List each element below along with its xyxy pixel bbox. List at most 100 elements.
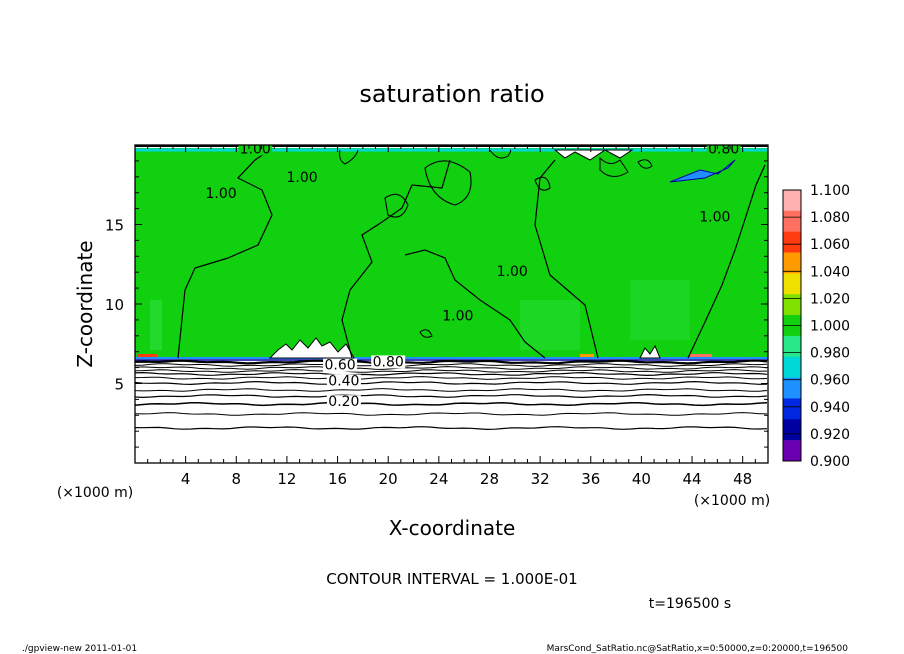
- x-tick-label: 12: [277, 470, 296, 488]
- contour-label-bg: [495, 264, 530, 278]
- colorbar-swatch: [783, 231, 801, 253]
- contour-label-bg: [326, 374, 361, 388]
- contour-line: [135, 366, 768, 370]
- x-tick-label: 40: [632, 470, 651, 488]
- y-axis-label: Z-coordinate: [73, 240, 97, 367]
- contour-label: 0.40: [328, 374, 359, 390]
- contour-closed: [599, 156, 629, 177]
- contour-line: [135, 376, 768, 380]
- colorbar-swatch: [783, 273, 801, 295]
- contour-closed: [339, 149, 359, 165]
- contour-interval-text: CONTOUR INTERVAL = 1.000E-01: [326, 570, 577, 588]
- x-axis: 4 8 12 16 20 24 28 32 36 40 44 48: [147, 145, 756, 488]
- contour-label: 1.00: [287, 170, 318, 186]
- contour-closed: [534, 176, 551, 191]
- colorbar-label: 0.940: [810, 400, 850, 416]
- y-tick-label: 5: [114, 376, 124, 394]
- colorbar-swatch: [783, 252, 801, 274]
- lighter-patch: [520, 300, 580, 350]
- y-tick-label: 15: [105, 217, 124, 235]
- contour-line: [135, 363, 768, 367]
- cloud-top-bumps: [268, 337, 355, 359]
- x-tick-label: 24: [429, 470, 448, 488]
- source-footer: MarsCond_SatRatio.nc@SatRatio,x=0:50000,…: [547, 644, 849, 654]
- contour-label-bg: [706, 145, 741, 156]
- contour-line: [135, 371, 768, 377]
- x-unit-label-right: (×1000 m): [694, 493, 770, 509]
- contour-label-bg: [697, 210, 732, 224]
- lighter-patch: [150, 300, 162, 350]
- contour-closed: [424, 160, 472, 206]
- contour-label: 0.20: [328, 394, 359, 410]
- colorbar-label: 1.080: [810, 210, 850, 226]
- contour-label-bg: [285, 170, 320, 184]
- colorbar-swatch: [783, 335, 801, 358]
- contour-line: [135, 359, 768, 365]
- contour-label: 1.00: [497, 264, 528, 280]
- contour-line: [135, 412, 768, 416]
- upper-dry-patch: [669, 159, 736, 183]
- contour-line: [341, 159, 451, 359]
- x-axis-label: X-coordinate: [389, 516, 516, 540]
- contour-closed: [384, 193, 409, 218]
- contour-label: 0.60: [325, 358, 356, 374]
- contour-label-bg: [326, 395, 361, 409]
- colorbar-swatch: [783, 210, 801, 232]
- contour-line: [135, 393, 768, 399]
- contour-label-bg: [371, 355, 406, 369]
- contour-labels: 1.00 1.00 1.00 1.00 1.00 1.00 0.80 0.60 0.80 0.40…: [204, 141, 741, 410]
- upper-disturbance: [553, 149, 634, 161]
- colorbar-swatch: [783, 419, 801, 441]
- colorbar-label: 0.980: [810, 346, 850, 362]
- contour-label: 1.00: [240, 141, 271, 157]
- contour-line: [404, 249, 546, 359]
- contour-label: 1.00: [442, 308, 473, 324]
- contour-label-bg: [204, 186, 239, 200]
- x-tick-label: 44: [682, 470, 701, 488]
- chart-title: saturation ratio: [359, 80, 544, 108]
- contour-line: [135, 380, 768, 386]
- y-axis: 5 10 15: [105, 160, 768, 448]
- x-tick-label: 28: [480, 470, 499, 488]
- contour-label: 0.80: [708, 141, 739, 157]
- contour-closed: [489, 149, 512, 159]
- x-tick-label: 8: [232, 470, 242, 488]
- x-unit-label: (×1000 m): [57, 485, 133, 501]
- colorbar-swatch: [783, 356, 801, 378]
- contour-label-bg: [323, 358, 358, 372]
- colorbar-label: 1.000: [810, 319, 850, 335]
- program-footer: ./gpview-new 2011-01-01: [22, 644, 137, 654]
- colorbar-label: 0.900: [810, 454, 850, 470]
- x-tick-label: 36: [581, 470, 600, 488]
- colorbar-swatch: [783, 398, 801, 420]
- supersat-patch: [580, 354, 594, 357]
- x-tick-label: 16: [328, 470, 347, 488]
- contour-label-bg: [238, 145, 273, 156]
- contour-closed: [419, 329, 433, 338]
- lower-contours: [135, 359, 768, 431]
- cloud-top-bumps: [639, 344, 661, 359]
- colorbar-label: 1.020: [810, 291, 850, 307]
- contour-label: 1.00: [206, 186, 237, 202]
- colorbar-label: 0.920: [810, 427, 850, 443]
- colorbar-label: 1.100: [810, 183, 850, 199]
- contour-line: [534, 159, 599, 359]
- lighter-patch: [630, 280, 690, 340]
- supersat-patch: [137, 354, 157, 357]
- colorbar-label: 0.960: [810, 373, 850, 389]
- contour-label: 1.00: [699, 210, 730, 226]
- x-tick-label: 20: [379, 470, 398, 488]
- colorbar-label: 1.040: [810, 264, 850, 280]
- colorbar: 1.100 1.080 1.060 1.040 1.020 1.000 0.980 0.960…: [782, 183, 850, 470]
- contour-label: 0.80: [373, 354, 404, 370]
- y-tick-label: 10: [105, 296, 124, 314]
- contour-line: [177, 149, 273, 359]
- saturation-field: 1.00 1.00 1.00 1.00 1.00 1.00 0.80 0.60 0.80 0.40…: [135, 141, 768, 463]
- contour-line: [135, 401, 768, 407]
- colorbar-swatch: [783, 294, 801, 316]
- x-tick-label: 48: [733, 470, 752, 488]
- saturated-region: [135, 148, 768, 359]
- x-tick-label: 32: [531, 470, 550, 488]
- x-tick-label: 4: [181, 470, 191, 488]
